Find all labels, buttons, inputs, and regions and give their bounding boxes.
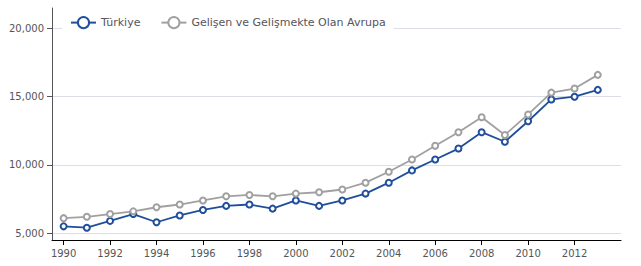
svg-text:20,000: 20,000	[9, 23, 44, 34]
svg-text:5,000: 5,000	[15, 228, 44, 239]
svg-text:1992: 1992	[97, 248, 122, 259]
svg-text:2010: 2010	[515, 248, 540, 259]
svg-text:15,000: 15,000	[9, 91, 44, 102]
svg-text:10,000: 10,000	[9, 159, 44, 170]
svg-text:2006: 2006	[422, 248, 447, 259]
svg-text:2002: 2002	[330, 248, 355, 259]
svg-text:1994: 1994	[144, 248, 169, 259]
svg-text:1998: 1998	[237, 248, 262, 259]
svg-text:2004: 2004	[376, 248, 401, 259]
svg-text:2000: 2000	[283, 248, 308, 259]
svg-text:2012: 2012	[562, 248, 587, 259]
svg-text:2008: 2008	[469, 248, 494, 259]
svg-text:Türkiye: Türkiye	[100, 16, 141, 29]
svg-text:1996: 1996	[190, 248, 215, 259]
svg-text:Gelişen ve Gelişmekte Olan Avr: Gelişen ve Gelişmekte Olan Avrupa	[191, 16, 385, 29]
svg-text:1990: 1990	[51, 248, 76, 259]
